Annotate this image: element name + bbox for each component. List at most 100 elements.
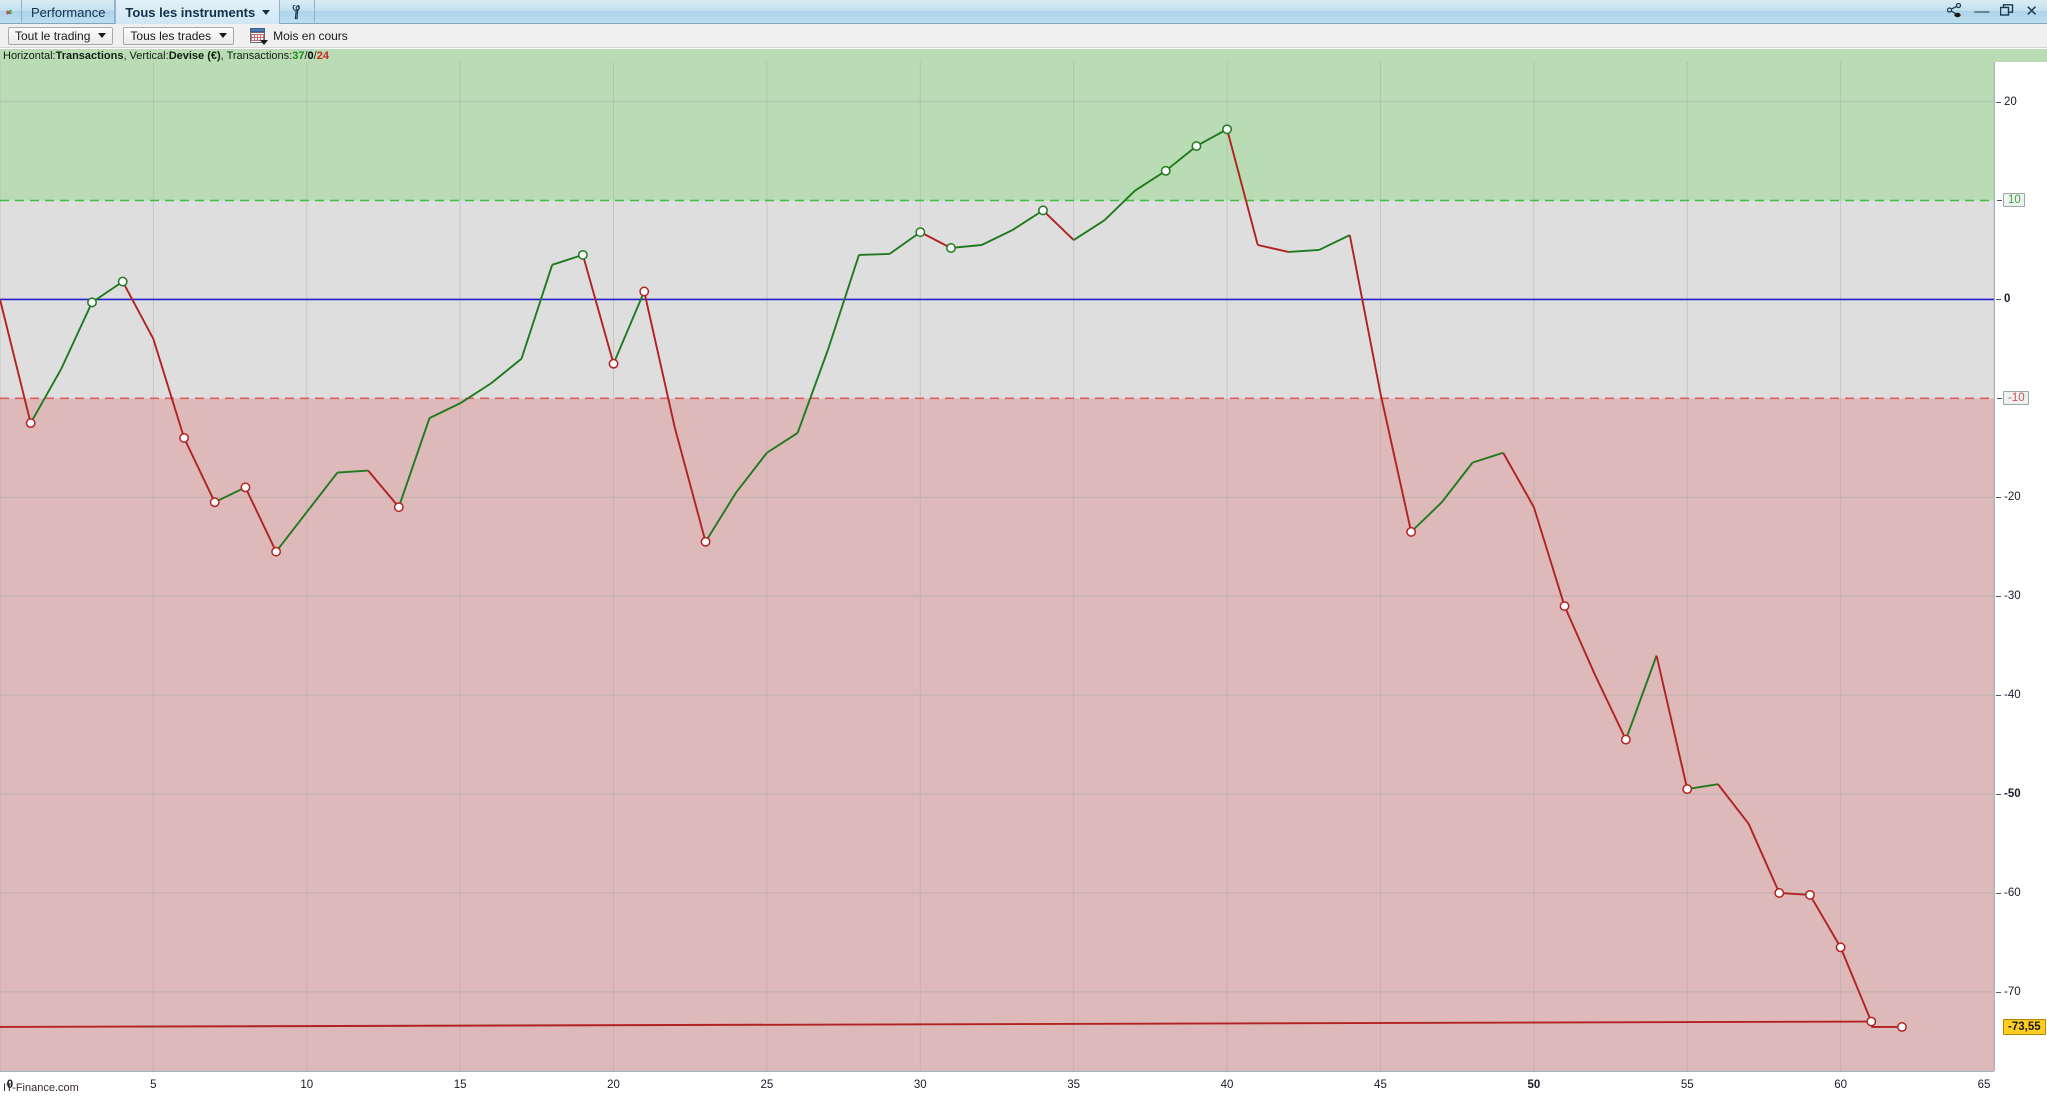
trade-markers	[25, 124, 1907, 1032]
loss-zone	[0, 398, 1994, 1071]
x-axis-tick: 15	[453, 1079, 467, 1091]
trade-marker	[1835, 942, 1846, 953]
curve-segment	[1165, 145, 1197, 172]
trade-marker	[1406, 526, 1417, 537]
curve-segment	[121, 281, 155, 340]
trade-marker	[1160, 165, 1171, 176]
tab-tous-les-instruments-label: Tous les instruments	[125, 4, 256, 20]
y-axis-tick: 10	[1997, 193, 2025, 208]
trade-marker	[915, 227, 926, 238]
trade-marker	[240, 482, 251, 493]
profit-zone	[0, 62, 1994, 201]
curve-segment	[1809, 894, 1842, 948]
trade-marker	[1897, 1022, 1907, 1032]
y-axis-tick: -50	[1995, 788, 2021, 800]
period-label: Mois en cours	[273, 28, 348, 43]
y-axis-tick: -10	[1997, 391, 2029, 406]
breakeven-count: 0	[307, 49, 314, 62]
horizontal-value: Transactions	[55, 49, 124, 62]
curve-segment	[1687, 783, 1719, 791]
calendar-icon[interactable]	[250, 27, 269, 45]
settings-wrench-button[interactable]	[280, 0, 316, 24]
curve-segment	[490, 358, 523, 385]
trades-filter-dropdown[interactable]: Tous les trades	[123, 26, 235, 45]
curve-segment	[337, 469, 369, 474]
trading-filter-dropdown[interactable]: Tout le trading	[8, 26, 114, 45]
restore-button[interactable]	[2000, 4, 2014, 19]
losses-count: 24	[316, 49, 329, 62]
trades-filter-label: Tous les trades	[130, 28, 212, 43]
trade-marker	[1038, 205, 1048, 216]
x-axis-tick: 65	[1977, 1079, 1991, 1091]
x-axis-tick: 40	[1220, 1079, 1234, 1091]
trading-filter-label: Tout le trading	[15, 28, 91, 43]
tab-performance[interactable]: Performance	[22, 0, 116, 24]
x-axis-tick: 45	[1374, 1079, 1387, 1091]
curve-segment	[520, 264, 554, 360]
tab-performance-label: Performance	[31, 4, 106, 20]
curve-segment	[1103, 189, 1136, 221]
curve-segment	[0, 299, 32, 424]
curve-segment	[551, 253, 584, 266]
chevron-down-icon	[262, 9, 271, 15]
trade-marker	[700, 536, 711, 547]
curve-segment	[367, 469, 400, 508]
share-icon[interactable]	[1946, 2, 1963, 21]
curve-segment	[1348, 234, 1382, 394]
curve-segment	[1257, 244, 1289, 253]
wins-count: 37	[292, 49, 305, 62]
y-axis-tick: -40	[1995, 689, 2021, 701]
curve-segment	[735, 452, 768, 493]
curve-segment	[244, 486, 277, 553]
x-axis-tick: 60	[1834, 1079, 1848, 1091]
trade-marker	[1804, 889, 1815, 900]
tab-tous-les-instruments[interactable]: Tous les instruments	[115, 0, 281, 24]
current-value-label: -73,55	[2003, 1018, 2046, 1035]
curve-segment	[306, 471, 339, 513]
chart-plot-area[interactable]	[0, 62, 1994, 1071]
y-axis-tick: -60	[1995, 887, 2021, 899]
curve-segment	[1779, 891, 1810, 896]
vertical-prefix: , Vertical:	[123, 49, 169, 62]
x-axis: 0 5 10 15 20 25 30 35 40 45 50 55 60 65	[0, 1071, 1994, 1097]
y-axis-tick: -30	[1995, 590, 2021, 602]
separator: /	[313, 49, 317, 62]
x-axis-tick: 10	[300, 1079, 314, 1091]
curve-segment	[919, 231, 952, 249]
x-axis-tick: 50	[1527, 1079, 1541, 1091]
curve-segment	[1441, 462, 1474, 503]
performance-chart[interactable]: 20 10 0 -10 -20 -30 -40 -50 -60 -70 -73,55 0 5 10 15 2…	[0, 62, 2047, 1097]
curve-segment	[827, 254, 860, 350]
y-axis-tick: 20	[1995, 96, 2017, 108]
period-selector[interactable]: Mois en cours	[250, 27, 348, 45]
trade-marker	[639, 286, 650, 297]
close-button[interactable]: ✕	[2025, 3, 2038, 20]
curve-segment	[1134, 170, 1167, 192]
curve-segment	[950, 244, 982, 249]
curve-segment	[581, 254, 615, 364]
curve-segment	[1379, 393, 1413, 533]
minimize-button[interactable]: —	[1974, 3, 1990, 20]
curve-segment	[1594, 674, 1627, 741]
curve-segment	[1563, 605, 1597, 676]
curve-segment	[91, 280, 124, 304]
trade-marker	[946, 243, 956, 253]
chart-info-bar: Horizontal: Transactions , Vertical: Dev…	[0, 49, 2047, 62]
curve-segment	[704, 491, 738, 543]
x-axis-tick: 20	[607, 1079, 620, 1091]
trade-marker	[1222, 124, 1233, 135]
wrench-icon	[292, 4, 301, 19]
x-axis-tick: 0	[6, 1079, 14, 1091]
curve-segment	[152, 338, 185, 439]
curve-segment	[673, 427, 707, 543]
trade-marker	[179, 432, 190, 443]
title-bar: Performance Tous les instruments —	[0, 0, 2047, 24]
equity-curve	[0, 128, 1902, 1028]
curve-segment	[1747, 823, 1781, 894]
y-axis-tick: 0	[1995, 293, 2010, 305]
curve-segment	[429, 402, 461, 419]
curve-segment	[60, 301, 93, 370]
curve-segment	[29, 368, 63, 424]
curve-segment	[1655, 655, 1689, 790]
curve-segment	[612, 291, 646, 365]
